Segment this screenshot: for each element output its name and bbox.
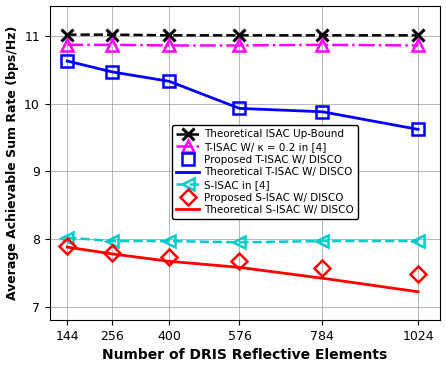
Theoretical ISAC Up-Bound: [109, 32, 115, 37]
Line: T-ISAC W/ κ = 0.2 in [4]: T-ISAC W/ κ = 0.2 in [4]: [62, 39, 424, 51]
Theoretical S-ISAC W/ DISCO: [237, 265, 242, 270]
Proposed T-ISAC W/ DISCO: [167, 79, 172, 84]
Proposed T-ISAC W/ DISCO: [65, 59, 70, 63]
Theoretical T-ISAC W/ DISCO: [237, 106, 242, 111]
Theoretical ISAC Up-Bound: [237, 33, 242, 38]
T-ISAC W/ κ = 0.2 in [4]: [320, 43, 325, 47]
Theoretical T-ISAC W/ DISCO: [109, 70, 115, 74]
S-ISAC in [4]: [237, 240, 242, 245]
T-ISAC W/ κ = 0.2 in [4]: [237, 43, 242, 48]
Proposed S-ISAC W/ DISCO: [320, 266, 325, 270]
Theoretical S-ISAC W/ DISCO: [167, 259, 172, 263]
T-ISAC W/ κ = 0.2 in [4]: [167, 43, 172, 48]
Proposed S-ISAC W/ DISCO: [109, 250, 115, 255]
Theoretical ISAC Up-Bound: [167, 33, 172, 38]
Legend: Theoretical ISAC Up-Bound, T-ISAC W/ κ = 0.2 in [4], Proposed T-ISAC W/ DISCO, T: Theoretical ISAC Up-Bound, T-ISAC W/ κ =…: [172, 125, 358, 219]
Proposed S-ISAC W/ DISCO: [415, 272, 421, 276]
S-ISAC in [4]: [320, 239, 325, 243]
Line: Theoretical S-ISAC W/ DISCO: Theoretical S-ISAC W/ DISCO: [67, 247, 418, 292]
Line: Proposed S-ISAC W/ DISCO: Proposed S-ISAC W/ DISCO: [62, 240, 424, 280]
Line: Theoretical T-ISAC W/ DISCO: Theoretical T-ISAC W/ DISCO: [67, 61, 418, 130]
Theoretical T-ISAC W/ DISCO: [167, 79, 172, 84]
T-ISAC W/ κ = 0.2 in [4]: [65, 43, 70, 47]
Proposed T-ISAC W/ DISCO: [415, 127, 421, 132]
Theoretical T-ISAC W/ DISCO: [415, 127, 421, 132]
Line: S-ISAC in [4]: S-ISAC in [4]: [62, 232, 424, 248]
Theoretical S-ISAC W/ DISCO: [65, 245, 70, 249]
T-ISAC W/ κ = 0.2 in [4]: [109, 43, 115, 47]
Line: Theoretical ISAC Up-Bound: Theoretical ISAC Up-Bound: [61, 28, 424, 42]
Line: Proposed T-ISAC W/ DISCO: Proposed T-ISAC W/ DISCO: [62, 56, 424, 135]
Proposed T-ISAC W/ DISCO: [320, 110, 325, 114]
S-ISAC in [4]: [167, 239, 172, 243]
Proposed S-ISAC W/ DISCO: [65, 244, 70, 248]
Y-axis label: Average Achievable Sum Rate (bps/Hz): Average Achievable Sum Rate (bps/Hz): [5, 26, 19, 300]
Proposed T-ISAC W/ DISCO: [109, 70, 115, 74]
X-axis label: Number of DRIS Reflective Elements: Number of DRIS Reflective Elements: [103, 348, 388, 362]
Theoretical T-ISAC W/ DISCO: [65, 59, 70, 63]
S-ISAC in [4]: [109, 239, 115, 243]
Theoretical T-ISAC W/ DISCO: [320, 110, 325, 114]
Proposed T-ISAC W/ DISCO: [237, 106, 242, 111]
T-ISAC W/ κ = 0.2 in [4]: [415, 43, 421, 48]
Theoretical S-ISAC W/ DISCO: [415, 290, 421, 294]
Theoretical S-ISAC W/ DISCO: [109, 252, 115, 256]
Proposed S-ISAC W/ DISCO: [167, 255, 172, 259]
S-ISAC in [4]: [65, 236, 70, 240]
Proposed S-ISAC W/ DISCO: [237, 259, 242, 263]
Theoretical ISAC Up-Bound: [415, 33, 421, 38]
Theoretical S-ISAC W/ DISCO: [320, 276, 325, 280]
S-ISAC in [4]: [415, 239, 421, 243]
Theoretical ISAC Up-Bound: [65, 32, 70, 37]
Theoretical ISAC Up-Bound: [320, 33, 325, 38]
